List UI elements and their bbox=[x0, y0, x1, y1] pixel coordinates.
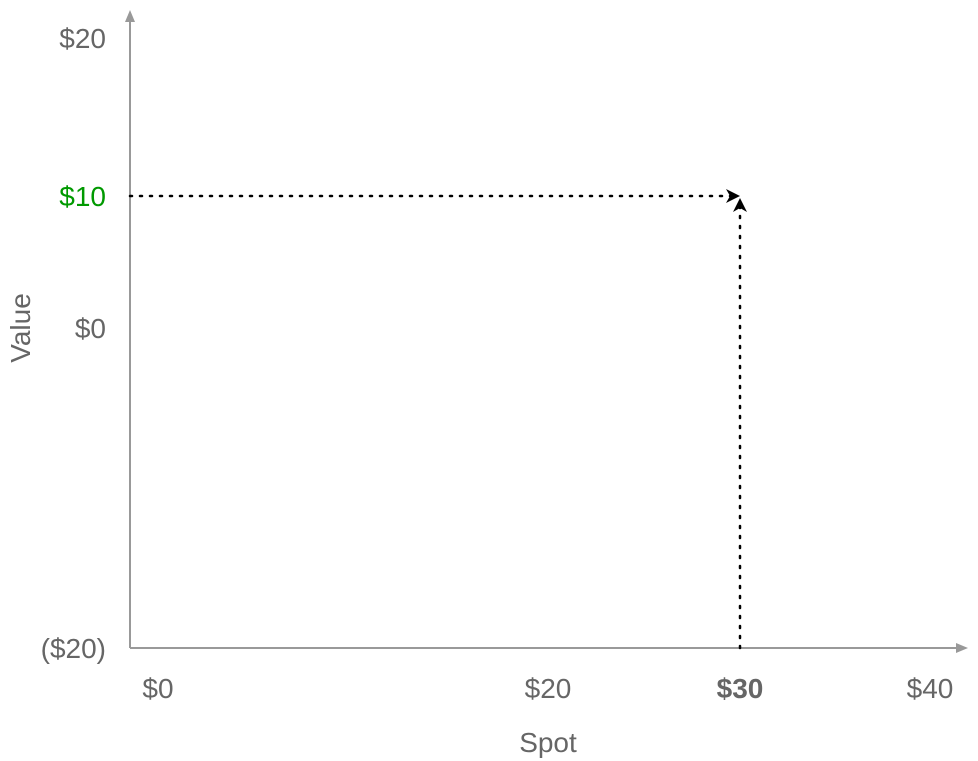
x-tick-label: $0 bbox=[142, 673, 173, 704]
arrowhead-right-icon bbox=[726, 189, 740, 203]
y-axis-title: Value bbox=[5, 293, 36, 363]
x-tick-label: $30 bbox=[717, 673, 764, 704]
x-tick-label: $20 bbox=[525, 673, 572, 704]
x-axis-title: Spot bbox=[519, 727, 577, 758]
y-tick-label: $20 bbox=[59, 23, 106, 54]
x-tick-label: $40 bbox=[907, 673, 954, 704]
guide-lines bbox=[128, 189, 747, 650]
y-tick-label: $0 bbox=[75, 313, 106, 344]
x-tick-labels: $0 $20 $30 $40 bbox=[142, 673, 953, 704]
y-tick-labels: $20 $10 $0 ($20) bbox=[41, 23, 106, 664]
y-tick-label: $10 bbox=[59, 181, 106, 212]
x-axis-arrow-icon bbox=[956, 643, 968, 653]
arrowhead-up-icon bbox=[733, 198, 747, 212]
y-axis-arrow-icon bbox=[125, 10, 135, 22]
axes bbox=[125, 10, 968, 653]
y-tick-label: ($20) bbox=[41, 633, 106, 664]
